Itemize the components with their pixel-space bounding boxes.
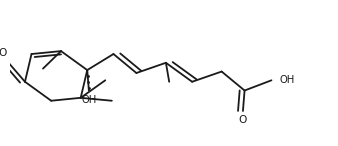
Text: OH: OH xyxy=(280,75,295,85)
Text: OH: OH xyxy=(82,95,97,105)
Text: O: O xyxy=(239,115,247,125)
Text: O: O xyxy=(0,48,7,58)
